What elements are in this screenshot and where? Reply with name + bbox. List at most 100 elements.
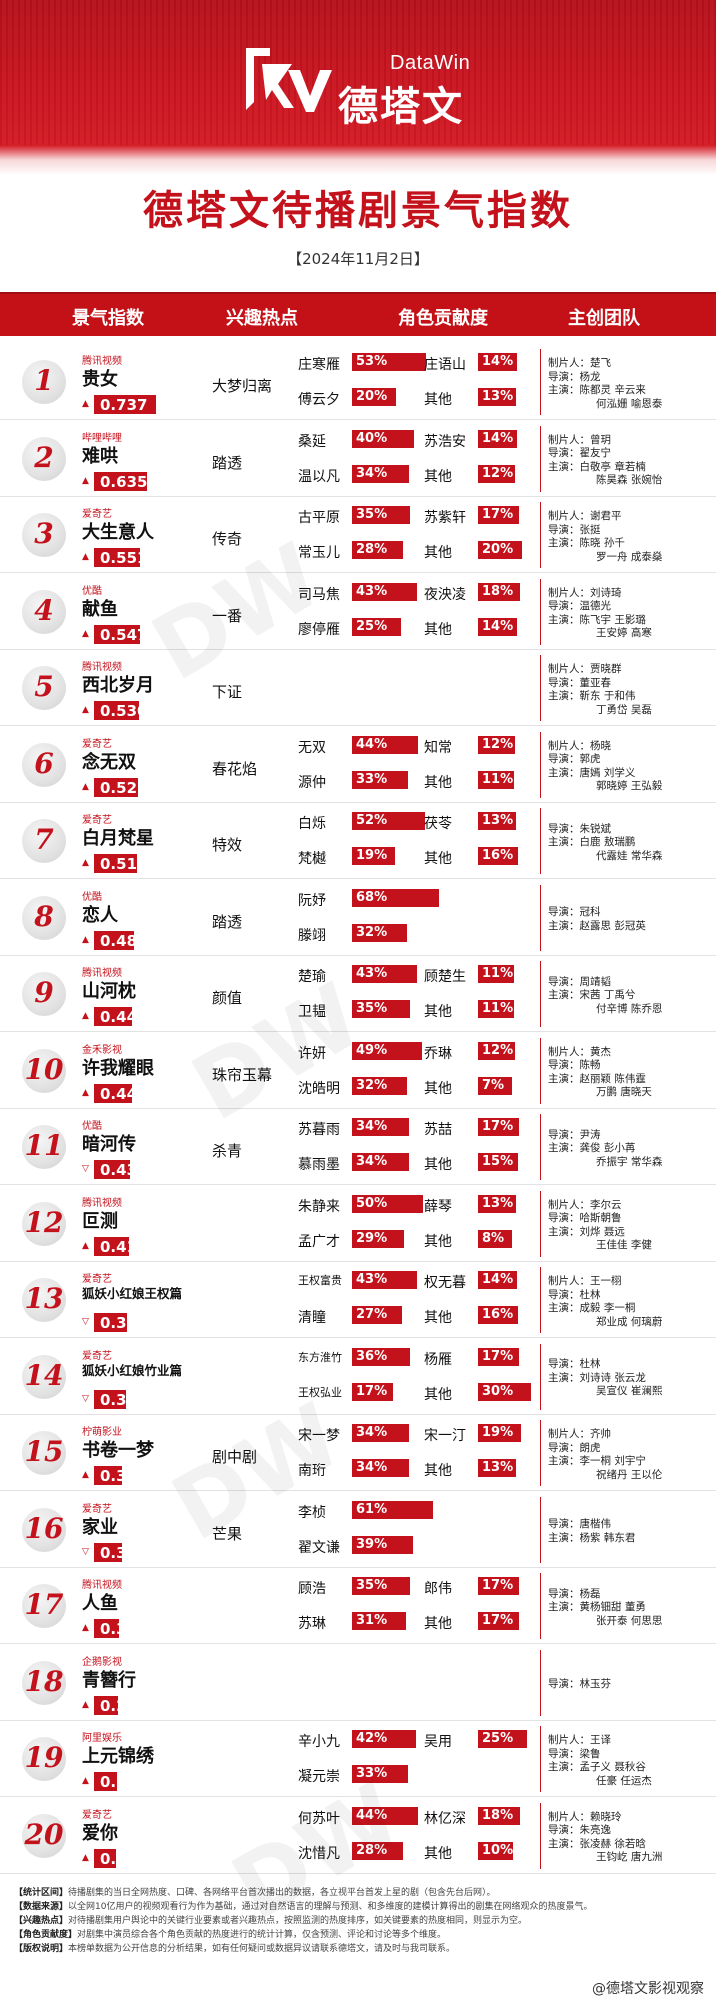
rank-number: 12 [24, 1205, 64, 1239]
index-value: 0.447 [100, 1084, 148, 1103]
role-contribution-bar: 34% [352, 1459, 409, 1477]
role-name: 茯苓 [424, 816, 452, 832]
index-bar [94, 1313, 127, 1332]
role-contribution-bar: 13% [478, 1194, 516, 1213]
table-row[interactable]: 11 优酷 暗河传 ▽ 0.430 杀青 苏暮雨 34% 苏喆 17% 慕雨墨 34% 其他 15% 导演：… [0, 1110, 716, 1185]
role-contribution-bar: 17% [478, 1612, 519, 1630]
role-contribution-bar: 43% [352, 582, 417, 601]
table-row[interactable]: 13 爱奇艺 狐妖小红娘王权篇 ▽ 0.389 王权富贵 43% 权无暮 14% 清瞳 27% 其他 1… [0, 1263, 716, 1338]
role-name: 庄语山 [424, 357, 466, 373]
divider [540, 425, 541, 492]
role-name: 其他 [424, 851, 452, 867]
role-contribution-bar: 15% [478, 1153, 518, 1171]
index-value: 0.480 [100, 931, 148, 950]
index-bar [94, 1466, 122, 1485]
role-contribution-bar: 33% [352, 1765, 408, 1783]
team-line: 制片人：谢君平 [548, 510, 622, 522]
divider [540, 1114, 541, 1180]
table-row[interactable]: 5 腾讯视频 西北岁月 ▲ 0.530 下证 制片人：贾晓群 导演：董亚春 主演：靳东 于和伟丁… [0, 651, 716, 726]
table-row[interactable]: 14 爱奇艺 狐妖小红娘竹业篇 ▽ 0.378 东方淮竹 36% 杨雁 17% 王权弘业 17% 其他… [0, 1340, 716, 1415]
rank-number: 18 [24, 1664, 64, 1698]
team-line: 导演：朱亮逸 [548, 1824, 611, 1836]
index-bar [94, 1619, 119, 1638]
table-row[interactable]: 8 优酷 恋人 ▲ 0.480 踏透 阮妤 68% 滕翊 32% 导演：冠科 主演：赵露思 彭冠英 [0, 881, 716, 956]
rank-badge: 6 [22, 742, 66, 787]
table-row[interactable]: 4 优酷 献鱼 ▲ 0.547 一番 司马焦 43% 夜泱凌 18% 廖停雁 25% 其他 14% 制片人：… [0, 575, 716, 650]
role-name: 其他 [424, 468, 452, 485]
role-contribution-bar: 35% [352, 1000, 410, 1018]
drama-name: 大生意人 [82, 522, 154, 543]
footnote-line: 【兴趣热点】对待播剧集用户舆论中的关键行业要素或者兴趣热点，按照监测的热度排序，… [14, 1914, 702, 1928]
role-contribution-bar: 28% [352, 541, 403, 559]
trend-icon: ▽ [82, 1164, 89, 1174]
table-row[interactable]: 6 爱奇艺 念无双 ▲ 0.522 春花焰 无双 44% 知常 12% 源仲 33% 其他 11% 制片人：… [0, 728, 716, 803]
role-contribution-bar: 31% [352, 1612, 406, 1630]
table-row[interactable]: 18 企鹅影视 青簪行 ▲ 0.284 导演：林玉芬 [0, 1646, 716, 1721]
team-line: 陈昊森 张婉怡 [596, 474, 663, 486]
footnote-text: 本榜单数据为公开信息的分析结果，如有任何疑问或数据异议请联系德塔文，请及时与我司… [68, 1944, 456, 1954]
trend-icon: ▲ [82, 1470, 89, 1480]
role-contribution-bar: 14% [478, 1271, 517, 1289]
role-contribution-bar: 29% [352, 1229, 404, 1248]
footnote-text: 以全网10亿用户的视频观看行为作为基础，通过对自然语言的理解与预测、和多维度的建… [68, 1902, 593, 1912]
index-bar [94, 1542, 122, 1562]
table-row[interactable]: 15 柠萌影业 书卷一梦 ▲ 0.336 剧中剧 宋一梦 34% 宋一汀 19% 南珩 34% 其他 13… [0, 1416, 716, 1491]
table-row[interactable]: 1 腾讯视频 贵女 ▲ 0.737 大梦归离 庄寒雁 53% 庄语山 14% 傅云夕 20% 其他 13%… [0, 345, 716, 420]
team-line: 万鹏 唐晓天 [596, 1086, 652, 1098]
table-row[interactable]: 20 爱奇艺 爱你 ▲ 0.264 何苏叶 44% 林亿深 18% 沈惜凡 28% 其他 10% 制片人：… [0, 1799, 716, 1874]
table-row[interactable]: 16 爱奇艺 家业 ▽ 0.328 芒果 李桢 61% 翟文谦 39% 导演：唐楷伟 主演：杨紫 韩东… [0, 1493, 716, 1568]
divider [540, 1343, 541, 1410]
rank-number: 9 [34, 976, 54, 1009]
team-line: 主演：陈晓 孙千 [548, 537, 625, 549]
platform-label: 阿里娱乐 [82, 1733, 122, 1744]
table-row[interactable]: 9 腾讯视频 山河枕 ▲ 0.448 颜值 楚瑜 43% 顾楚生 11% 卫韫 35% 其他 11% 导演：… [0, 957, 716, 1032]
role-name: 其他 [424, 392, 452, 408]
team-line: 主演：李一桐 刘宇宁 [548, 1455, 646, 1467]
table-row[interactable]: 2 哔哩哔哩 难哄 ▲ 0.635 踏透 桑延 40% 苏浩安 14% 温以凡 34% 其他 12% 制片人… [0, 422, 716, 497]
table-row[interactable]: 17 腾讯视频 人鱼 ▲ 0.301 顾浩 35% 郎伟 17% 苏琳 31% 其他 17% 导演：杨磊主… [0, 1569, 716, 1644]
role-contribution-bar: 43% [352, 965, 417, 983]
drama-name: 狐妖小红娘王权篇 [82, 1286, 183, 1301]
team-line: 制片人：刘诗琦 [548, 586, 622, 599]
table-row[interactable]: 7 爱奇艺 白月梵星 ▲ 0.513 特效 白烁 52% 茯苓 13% 梵樾 19% 其他 16% 导演：朱… [0, 804, 716, 879]
role-contribution-bar: 12% [478, 735, 515, 754]
team-line: 主演：刘烨 聂远 [548, 1225, 625, 1238]
index-bar [94, 1160, 130, 1179]
rank-badge: 4 [22, 589, 66, 634]
role-contribution-bar: 16% [478, 847, 518, 865]
role-contribution-bar: 35% [352, 1577, 410, 1595]
table-row[interactable]: 10 金禾影视 许我耀眼 ▲ 0.447 珠帘玉幕 许妍 49% 乔琳 12% 沈皓明 32% 其他 7%… [0, 1034, 716, 1109]
team-line: 制片人：李尔云 [548, 1198, 622, 1211]
role-name: 其他 [424, 1233, 452, 1250]
role-contribution-bar: 32% [352, 1076, 407, 1095]
interest-tag: 颜值 [212, 989, 243, 1007]
rank-badge: 11 [22, 1125, 66, 1169]
rank-number: 2 [34, 440, 54, 474]
team-line: 导演：张挺 [548, 523, 601, 536]
divider [540, 1496, 541, 1563]
table-row[interactable]: 3 爱奇艺 大生意人 ▲ 0.551 传奇 古平原 35% 苏紫轩 17% 常玉儿 28% 其他 20% 制… [0, 498, 716, 573]
role-name: 乔琳 [424, 1045, 452, 1062]
team-line: 制片人：王译 [548, 1734, 611, 1746]
index-value: 0.448 [100, 1008, 148, 1026]
team-line: 郑业成 何璃蔚 [596, 1315, 663, 1328]
trend-icon: ▲ [82, 858, 89, 868]
role-name: 其他 [424, 1080, 452, 1097]
role-contribution-bar: 7% [478, 1076, 512, 1095]
rank-badge: 16 [22, 1507, 66, 1552]
team-line: 导演：杜林 [548, 1358, 601, 1371]
drama-name: 许我耀眼 [82, 1057, 154, 1079]
platform-label: 爱奇艺 [82, 1503, 112, 1515]
role-name: 翟文谦 [298, 1539, 340, 1556]
role-name: 温以凡 [298, 468, 340, 485]
role-name: 其他 [424, 1845, 452, 1862]
role-contribution-bar: 16% [478, 1306, 518, 1324]
role-contribution-bar: 11% [478, 965, 514, 983]
table-row[interactable]: 19 阿里娱乐 上元锦绣 ▲ 0.276 辛小九 42% 吴用 25% 凝元崇 33% 制片人：王译导… [0, 1722, 716, 1797]
divider [540, 1649, 541, 1716]
table-row[interactable]: 12 腾讯视频 叵测 ▲ 0.414 朱静来 50% 薛琴 13% 孟广才 29% 其他 8% 制片人：李… [0, 1187, 716, 1262]
role-contribution-bar: 27% [352, 1306, 402, 1324]
footnote-line: 【统计区间】待播剧集的当日全网热度、口碑、各网络平台首次播出的数据，各立视平台首… [14, 1886, 702, 1900]
index-bar [94, 1389, 126, 1409]
rank-number: 10 [24, 1052, 64, 1086]
